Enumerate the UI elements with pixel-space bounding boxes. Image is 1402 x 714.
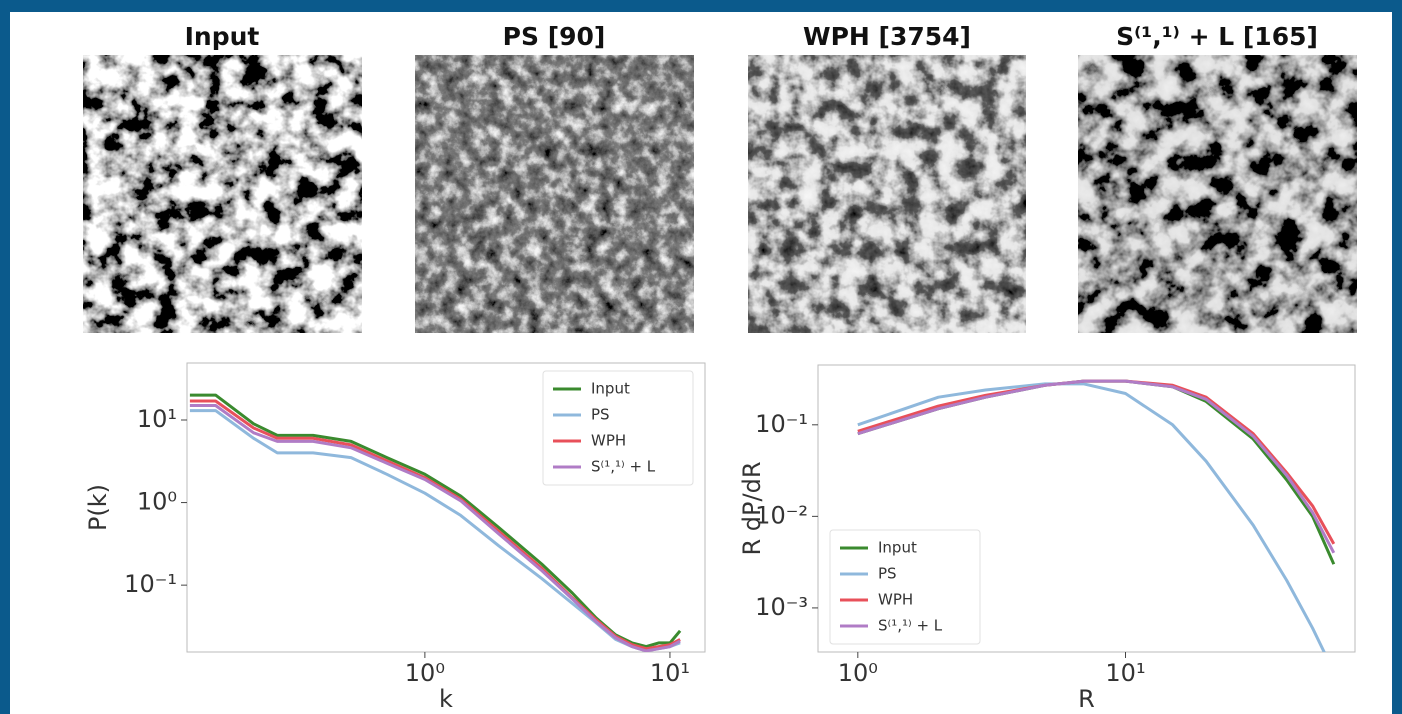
y-tick-label: 10⁰ (137, 488, 177, 516)
y-tick-label: 10⁻¹ (124, 570, 177, 598)
image (747, 54, 1027, 334)
series-line (857, 382, 1326, 652)
y-tick-label: 10⁻³ (755, 593, 808, 621)
legend-label: PS (878, 565, 897, 583)
x-tick-label: 10¹ (650, 659, 690, 687)
series-line (189, 399, 681, 651)
x-tick-label: 10¹ (1105, 659, 1145, 687)
x-axis-label: k (439, 685, 453, 713)
panel-title: PS [90] (503, 22, 606, 51)
plot-lines (189, 393, 682, 652)
series-line (189, 393, 682, 649)
legend-box (542, 370, 694, 486)
x-tick-label: 10⁰ (405, 659, 445, 687)
plot-lines (857, 379, 1336, 652)
image (82, 54, 363, 334)
series-line (857, 379, 1336, 554)
image (1077, 54, 1358, 334)
legend-label: PS (591, 406, 610, 424)
x-tick-label: 10⁰ (838, 659, 878, 687)
legend-label: WPH (878, 591, 913, 609)
legend-box (829, 529, 981, 645)
y-axis-label: R dP/dR (738, 461, 766, 555)
panel-title: S⁽¹,¹⁾ + L [165] (1116, 22, 1318, 51)
y-tick-label: 10¹ (137, 405, 177, 433)
legend-label: S⁽¹,¹⁾ + L (591, 458, 656, 476)
panel-title: Input (185, 22, 260, 51)
legend-label: Input (591, 380, 630, 398)
plot-frame (817, 364, 1356, 653)
image-panels (82, 54, 1358, 334)
y-axis-label: P(k) (84, 484, 112, 531)
y-tick-label: 10⁻² (755, 501, 808, 529)
series-line (189, 404, 681, 652)
image (414, 54, 695, 334)
y-tick-label: 10⁻¹ (755, 410, 808, 438)
panel-title: WPH [3754] (803, 22, 971, 51)
legend-label: WPH (591, 432, 626, 450)
legend-label: S⁽¹,¹⁾ + L (878, 617, 943, 635)
x-axis-label: R (1078, 685, 1095, 713)
legend-label: Input (878, 539, 917, 557)
